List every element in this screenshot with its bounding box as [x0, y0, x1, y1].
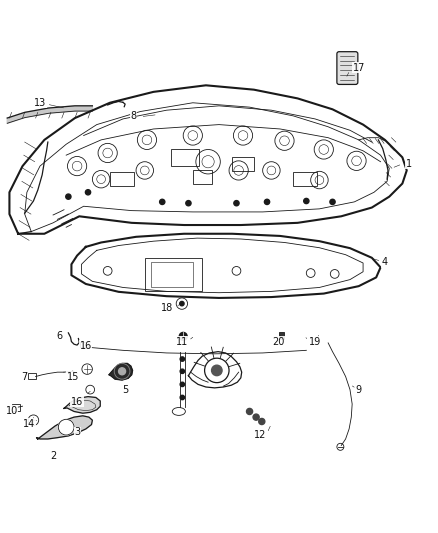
Bar — [12, 405, 20, 410]
Text: 16: 16 — [80, 341, 92, 351]
Circle shape — [119, 368, 126, 375]
Circle shape — [304, 198, 309, 204]
Text: 1: 1 — [406, 159, 412, 169]
Text: 9: 9 — [356, 385, 362, 394]
Text: 14: 14 — [23, 419, 35, 429]
Bar — [293, 172, 317, 185]
Text: 17: 17 — [353, 63, 365, 73]
Text: 10: 10 — [6, 406, 18, 416]
Circle shape — [186, 200, 191, 206]
Bar — [171, 149, 199, 166]
Circle shape — [58, 419, 74, 435]
Text: 13: 13 — [34, 98, 46, 108]
Circle shape — [234, 200, 239, 206]
Text: 4: 4 — [382, 257, 388, 267]
Bar — [145, 258, 201, 290]
Circle shape — [180, 357, 184, 361]
Text: 11: 11 — [176, 337, 188, 346]
Text: 20: 20 — [272, 337, 284, 346]
Text: 5: 5 — [122, 385, 128, 394]
Circle shape — [179, 333, 187, 340]
Circle shape — [180, 302, 184, 306]
Text: 19: 19 — [309, 337, 321, 346]
Polygon shape — [109, 364, 133, 380]
Polygon shape — [7, 106, 92, 123]
FancyBboxPatch shape — [337, 52, 358, 84]
Text: 16: 16 — [71, 397, 83, 407]
Circle shape — [212, 365, 222, 376]
Circle shape — [180, 382, 184, 386]
Circle shape — [259, 418, 265, 425]
Polygon shape — [36, 416, 92, 439]
Bar — [28, 374, 36, 379]
Bar — [232, 157, 254, 171]
Circle shape — [159, 199, 165, 205]
Text: 3: 3 — [74, 427, 80, 438]
Bar — [193, 171, 212, 183]
Bar — [80, 342, 88, 348]
Polygon shape — [64, 397, 100, 413]
Circle shape — [180, 395, 184, 400]
Text: 12: 12 — [254, 430, 267, 440]
Bar — [110, 172, 134, 185]
Text: 15: 15 — [67, 372, 79, 382]
Circle shape — [330, 199, 335, 205]
Circle shape — [85, 190, 91, 195]
Text: 2: 2 — [50, 451, 56, 462]
Circle shape — [247, 408, 253, 415]
Circle shape — [253, 414, 259, 420]
Bar — [151, 262, 193, 287]
Text: 6: 6 — [57, 332, 63, 341]
Circle shape — [265, 199, 270, 205]
Circle shape — [180, 369, 184, 374]
Bar — [279, 332, 284, 340]
Text: 18: 18 — [160, 303, 173, 313]
Text: 8: 8 — [131, 111, 137, 121]
Circle shape — [66, 194, 71, 199]
Text: 7: 7 — [21, 372, 28, 382]
